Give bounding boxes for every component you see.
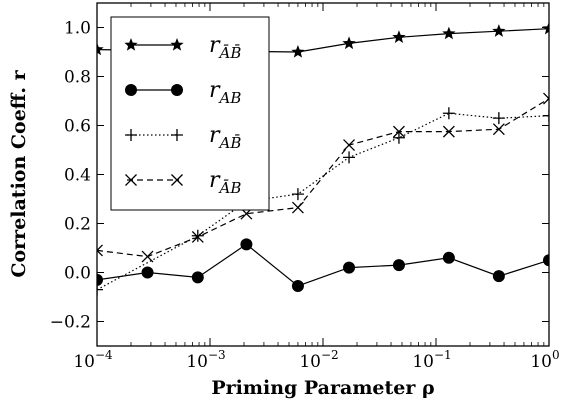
series-1 bbox=[97, 238, 549, 292]
data-point bbox=[191, 231, 204, 243]
data-point bbox=[442, 107, 455, 120]
data-point bbox=[291, 279, 304, 292]
legend-marker bbox=[125, 84, 137, 96]
data-point bbox=[141, 250, 154, 263]
series-line bbox=[97, 98, 549, 258]
data-point bbox=[543, 254, 549, 267]
x-tick-label: 10−4 bbox=[73, 348, 113, 372]
legend-marker bbox=[125, 174, 137, 186]
data-point bbox=[492, 270, 505, 283]
data-point bbox=[141, 266, 154, 279]
y-tick-label: 1.0 bbox=[64, 19, 91, 39]
data-point bbox=[492, 123, 505, 136]
legend-label: rAB bbox=[209, 78, 241, 107]
data-point bbox=[392, 30, 406, 43]
series-0 bbox=[97, 21, 549, 58]
ticks-layer: −0.2 0.0 0.2 0.4 0.6 0.8 1.0 10−4 10−3 10−2 10−1 10… bbox=[50, 3, 560, 372]
series-line bbox=[97, 243, 549, 287]
data-point bbox=[191, 271, 204, 284]
x-tick-label: 10−1 bbox=[412, 348, 451, 372]
y-tick-label: 0.4 bbox=[64, 166, 91, 186]
data-point bbox=[342, 36, 356, 50]
legend-box bbox=[110, 16, 270, 211]
legend-marker bbox=[124, 38, 138, 51]
legend-item-r-ab: rAB bbox=[125, 78, 241, 107]
data-point bbox=[392, 259, 405, 272]
data-point bbox=[291, 45, 305, 58]
legend-label: rĀB̄ bbox=[209, 33, 241, 62]
data-point bbox=[291, 188, 304, 201]
data-point bbox=[542, 21, 549, 35]
data-point bbox=[442, 125, 455, 138]
data-point bbox=[442, 26, 456, 40]
data-point bbox=[492, 24, 506, 37]
data-point bbox=[543, 109, 549, 122]
y-tick-label: 0.2 bbox=[64, 215, 91, 235]
x-tick-label: 10−3 bbox=[186, 348, 225, 372]
legend-marker bbox=[171, 129, 183, 141]
y-tick-label: 0.0 bbox=[64, 264, 91, 284]
x-axis-title: Priming Parameter ρ bbox=[211, 377, 434, 399]
data-point bbox=[392, 125, 405, 138]
y-tick-label: 0.8 bbox=[64, 68, 91, 88]
data-point bbox=[492, 112, 505, 125]
series-3 bbox=[97, 92, 549, 263]
data-point bbox=[97, 42, 104, 56]
x-tick-label: 100 bbox=[530, 348, 559, 372]
legend-marker bbox=[170, 38, 184, 51]
data-point bbox=[97, 283, 103, 296]
y-tick-label: −0.2 bbox=[50, 313, 91, 333]
y-tick-label: 0.6 bbox=[64, 117, 91, 137]
legend-item-r-b: rĀB̄ bbox=[124, 33, 241, 62]
legend-marker bbox=[171, 84, 183, 96]
data-point bbox=[97, 273, 103, 286]
series-layer bbox=[97, 21, 549, 296]
data-point bbox=[392, 131, 405, 144]
legend-marker bbox=[125, 129, 137, 141]
data-point bbox=[291, 201, 304, 214]
data-point bbox=[343, 139, 356, 152]
data-point bbox=[240, 238, 253, 251]
data-point bbox=[343, 261, 356, 274]
y-axis-title: Correlation Coeff. r bbox=[8, 69, 30, 277]
legend-label: rAB̄ bbox=[209, 123, 241, 152]
data-point bbox=[543, 92, 549, 105]
legend-item-r-ab: rAB̄ bbox=[125, 123, 241, 152]
data-point bbox=[97, 244, 103, 257]
data-point bbox=[191, 229, 204, 242]
data-point bbox=[442, 251, 455, 264]
legend-marker bbox=[171, 174, 183, 186]
x-tick-label: 10−2 bbox=[299, 348, 338, 372]
legend: rĀB̄ rAB rAB̄ rĀB bbox=[110, 16, 270, 211]
legend-label: rĀB bbox=[209, 168, 241, 197]
data-point bbox=[343, 151, 356, 164]
legend-item-r-b: rĀB bbox=[125, 168, 241, 197]
